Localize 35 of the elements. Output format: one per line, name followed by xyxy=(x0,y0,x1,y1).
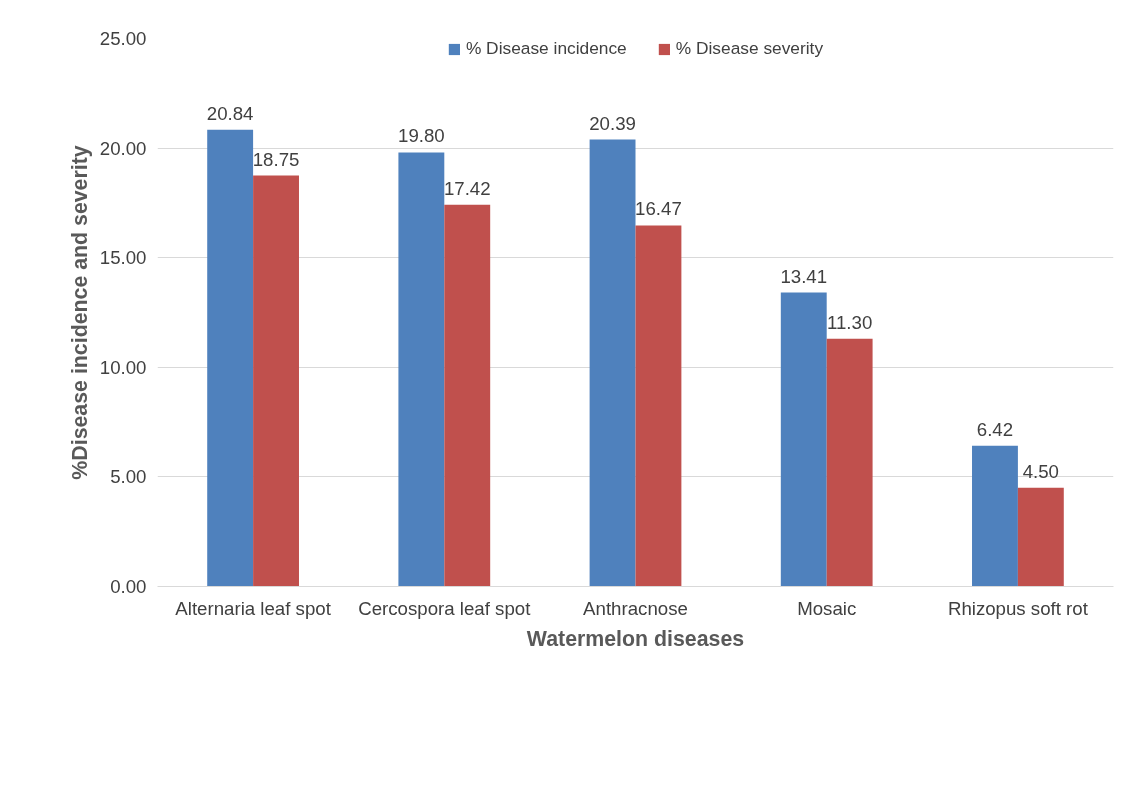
bar xyxy=(780,292,827,587)
x-tick-label: Rhizopus soft rot xyxy=(947,597,1089,619)
y-tick-label: 25.00 xyxy=(99,28,147,49)
bar xyxy=(444,204,491,587)
y-tick-label: 5.00 xyxy=(110,466,147,488)
bar xyxy=(589,139,636,587)
x-tick-label: Anthracnose xyxy=(583,597,688,619)
y-tick-label: 15.00 xyxy=(99,247,147,269)
data-label: 17.42 xyxy=(443,177,491,199)
bar xyxy=(253,175,299,587)
bar xyxy=(1017,487,1064,587)
y-axis-title: %Disease incidence and severity xyxy=(67,145,92,480)
data-label: 11.30 xyxy=(826,311,873,333)
bar xyxy=(972,445,1018,587)
legend-label: % Disease incidence xyxy=(465,38,627,59)
x-axis-title: Watermelon diseases xyxy=(526,626,745,651)
x-tick-label: Cercospora leaf spot xyxy=(358,597,532,619)
bar xyxy=(826,338,873,587)
y-tick-label: 20.00 xyxy=(99,137,147,159)
data-label: 20.39 xyxy=(589,112,636,134)
data-label: 20.84 xyxy=(206,102,254,124)
y-tick-label: 10.00 xyxy=(99,356,147,378)
x-tick-label: Mosaic xyxy=(797,597,857,619)
data-label: 6.42 xyxy=(976,418,1014,440)
bar xyxy=(635,225,682,587)
legend-label: % Disease severity xyxy=(675,38,824,59)
data-label: 13.41 xyxy=(780,265,828,287)
bar xyxy=(207,129,254,587)
y-tick-label: 0.00 xyxy=(110,576,147,597)
data-label: 19.80 xyxy=(398,125,445,147)
data-label: 18.75 xyxy=(252,148,300,170)
data-label: 16.47 xyxy=(635,198,682,220)
data-label: 4.50 xyxy=(1022,460,1059,482)
bar xyxy=(398,152,445,587)
x-tick-label: Alternaria leaf spot xyxy=(175,597,332,619)
